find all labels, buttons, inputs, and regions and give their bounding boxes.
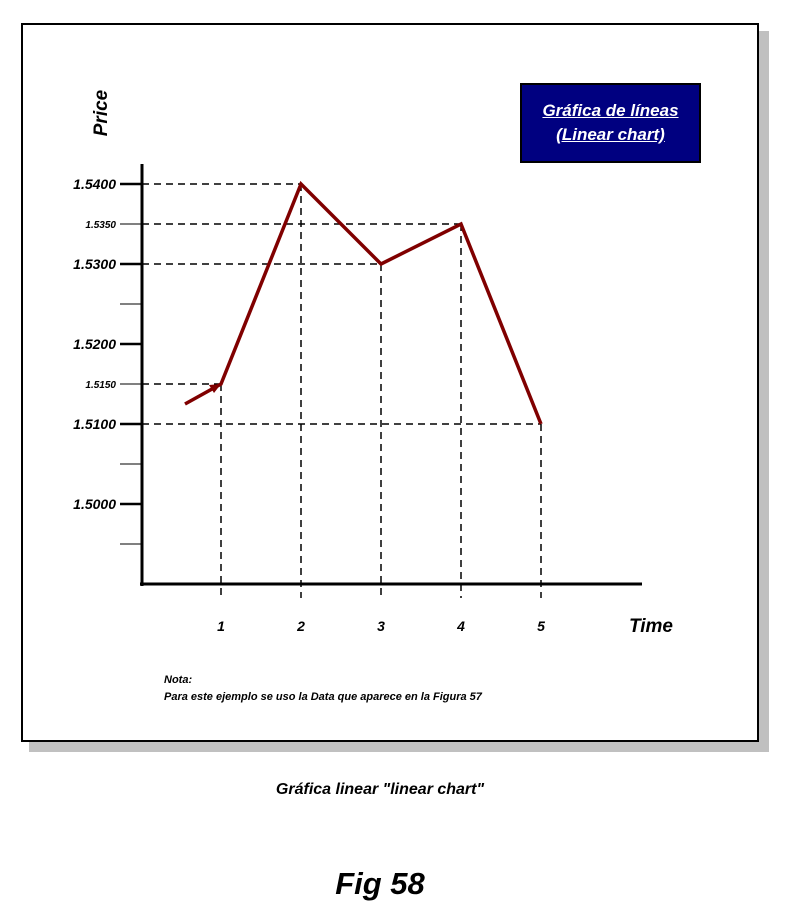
y-axis-label: Price (91, 89, 112, 136)
x-axis-label: Time (629, 616, 673, 637)
y-tick-label: 1.5000 (73, 496, 116, 512)
note-label: Nota: (164, 674, 193, 686)
x-tick-label: 4 (456, 618, 465, 634)
price-line (184, 180, 543, 425)
chart-title-line-2: (Linear chart) (556, 125, 665, 144)
note: Nota: Para este ejemplo se uso la Data q… (164, 672, 482, 706)
figure-label: Fig 58 (335, 866, 425, 901)
x-tick-label: 5 (537, 618, 545, 634)
x-tick-label: 1 (217, 618, 225, 634)
chart-title-box: Gráfica de líneas (Linear chart) (520, 83, 701, 163)
caption: Gráfica linear "linear chart" (275, 781, 485, 798)
chart-title-line-1: Gráfica de líneas (542, 101, 679, 120)
y-tick-label: 1.5350 (85, 220, 116, 231)
note-text: Para este ejemplo se uso la Data que apa… (164, 691, 482, 703)
y-tick-label: 1.5400 (73, 176, 116, 192)
y-tick-label: 1.5150 (85, 380, 116, 391)
y-tick-label: 1.5200 (73, 336, 116, 352)
x-tick-label: 3 (377, 618, 385, 634)
x-tick-label: 2 (296, 618, 305, 634)
y-tick-label: 1.5100 (73, 416, 116, 432)
arrowhead (209, 384, 221, 393)
y-tick-label: 1.5300 (73, 256, 116, 272)
